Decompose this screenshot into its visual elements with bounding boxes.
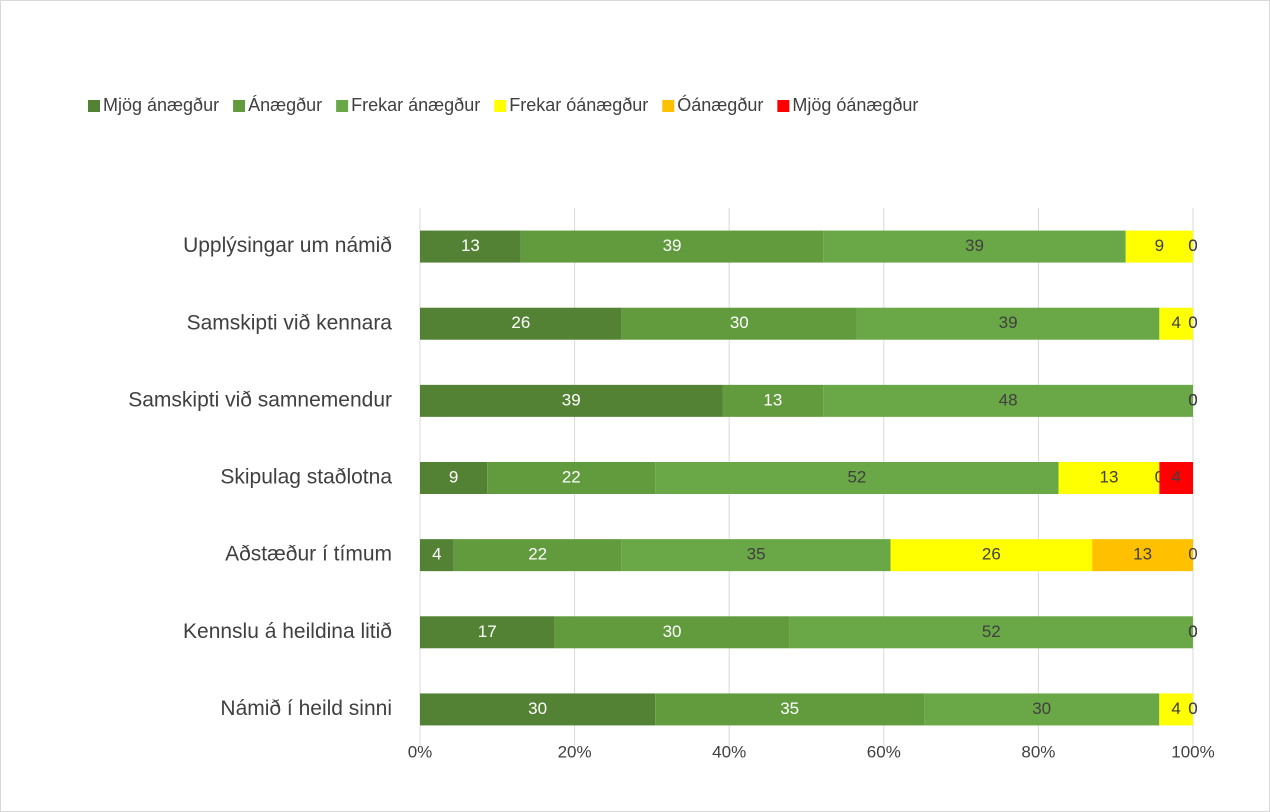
data-label: 9 bbox=[1155, 236, 1164, 255]
data-label: 39 bbox=[663, 236, 682, 255]
y-tick-label: Aðstæður í tímum bbox=[225, 543, 392, 566]
data-label: 39 bbox=[999, 313, 1018, 332]
data-label: 30 bbox=[663, 622, 682, 641]
legend-label: Óánægður bbox=[677, 94, 763, 115]
y-tick-label: Skipulag staðlotna bbox=[220, 466, 392, 489]
data-label: 30 bbox=[730, 313, 749, 332]
y-tick-label: Samskipti við kennara bbox=[187, 311, 393, 334]
data-label: 0 bbox=[1188, 622, 1197, 641]
x-tick-label: 20% bbox=[558, 742, 592, 761]
data-label: 48 bbox=[999, 390, 1018, 409]
bar-segment bbox=[890, 539, 1093, 572]
legend-label: Mjög ánægður bbox=[103, 95, 219, 115]
legend-swatch bbox=[777, 100, 790, 112]
bar-segment bbox=[856, 307, 1160, 340]
data-label: 13 bbox=[763, 390, 782, 409]
x-tick-label: 80% bbox=[1021, 742, 1055, 761]
data-label: 39 bbox=[562, 390, 581, 409]
bar-segment bbox=[420, 462, 488, 494]
data-label: 0 bbox=[1188, 236, 1197, 255]
data-label: 0 bbox=[1188, 390, 1197, 409]
data-label: 4 bbox=[1171, 467, 1180, 486]
data-label: 0 bbox=[1188, 699, 1197, 718]
legend-swatch bbox=[233, 100, 246, 112]
bar-segment bbox=[420, 693, 656, 726]
legend-label: Frekar óánægður bbox=[509, 95, 648, 115]
legend-swatch bbox=[494, 100, 507, 112]
legend-label: Frekar ánægður bbox=[351, 95, 480, 115]
y-tick-label: Upplýsingar um námið bbox=[183, 234, 392, 257]
legend-swatch bbox=[336, 100, 349, 112]
data-label: 26 bbox=[511, 313, 530, 332]
x-tick-label: 0% bbox=[408, 742, 433, 761]
data-label: 30 bbox=[1032, 699, 1051, 718]
data-label: 4 bbox=[432, 545, 441, 564]
bar-segment bbox=[1159, 462, 1193, 494]
y-tick-label: Kennslu á heildina litið bbox=[183, 620, 392, 643]
bar-segment bbox=[420, 230, 521, 263]
bar-segment bbox=[554, 616, 790, 649]
data-label: 22 bbox=[528, 545, 547, 564]
data-label: 13 bbox=[461, 236, 480, 255]
y-tick-label: Samskipti við samnemendur bbox=[128, 388, 392, 411]
y-tick-label: Námið í heild sinni bbox=[220, 697, 392, 720]
data-label: 52 bbox=[982, 622, 1001, 641]
bar-segment bbox=[1092, 539, 1193, 572]
legend-swatch bbox=[662, 100, 675, 112]
data-label: 0 bbox=[1188, 390, 1197, 409]
legend-label: Ánægður bbox=[248, 95, 322, 115]
bar-segment bbox=[420, 307, 622, 340]
bar-segment bbox=[520, 230, 824, 263]
data-label: 0 bbox=[1188, 545, 1197, 564]
bar-segment bbox=[823, 384, 1193, 417]
data-label: 4 bbox=[1171, 699, 1180, 718]
data-label: 26 bbox=[982, 545, 1001, 564]
x-tick-label: 60% bbox=[867, 742, 901, 761]
bar-segment bbox=[1159, 693, 1193, 726]
data-label: 39 bbox=[965, 236, 984, 255]
data-label: 0 bbox=[1188, 699, 1197, 718]
bar-segment bbox=[453, 539, 622, 572]
bar-segment bbox=[1058, 462, 1160, 494]
data-label: 13 bbox=[1100, 467, 1119, 486]
bar-segment bbox=[789, 616, 1193, 649]
data-label: 0 bbox=[1188, 236, 1197, 255]
data-label: 22 bbox=[562, 467, 581, 486]
data-label: 35 bbox=[780, 699, 799, 718]
data-label: 35 bbox=[747, 545, 766, 564]
bar-segment bbox=[1159, 307, 1193, 340]
data-label: 0 bbox=[1188, 622, 1197, 641]
legend-label: Mjög óánægður bbox=[792, 95, 918, 115]
data-label: 0 bbox=[1188, 313, 1197, 332]
data-label: 17 bbox=[478, 622, 497, 641]
bar-segment bbox=[1125, 230, 1193, 263]
bar-segment bbox=[487, 462, 656, 494]
data-label: 4 bbox=[1171, 313, 1180, 332]
data-label: 9 bbox=[449, 467, 458, 486]
bar-segment bbox=[924, 693, 1160, 726]
bar-segment bbox=[420, 539, 454, 572]
bar-segment bbox=[621, 539, 891, 572]
bar-segment bbox=[823, 230, 1126, 263]
x-tick-label: 100% bbox=[1171, 742, 1214, 761]
data-label: 0 bbox=[1188, 622, 1197, 641]
bar-segment bbox=[655, 462, 1059, 494]
bar-segment bbox=[655, 693, 925, 726]
data-label: 52 bbox=[847, 467, 866, 486]
bar-segment bbox=[420, 616, 555, 649]
bar-segment bbox=[722, 384, 824, 417]
data-label: 30 bbox=[528, 699, 547, 718]
bar-segment bbox=[621, 307, 857, 340]
data-label: 0 bbox=[1188, 313, 1197, 332]
legend-swatch bbox=[88, 100, 100, 112]
data-label: 0 bbox=[1188, 390, 1197, 409]
bar-segment bbox=[420, 384, 723, 417]
x-tick-label: 40% bbox=[712, 742, 746, 761]
data-label: 13 bbox=[1133, 545, 1152, 564]
